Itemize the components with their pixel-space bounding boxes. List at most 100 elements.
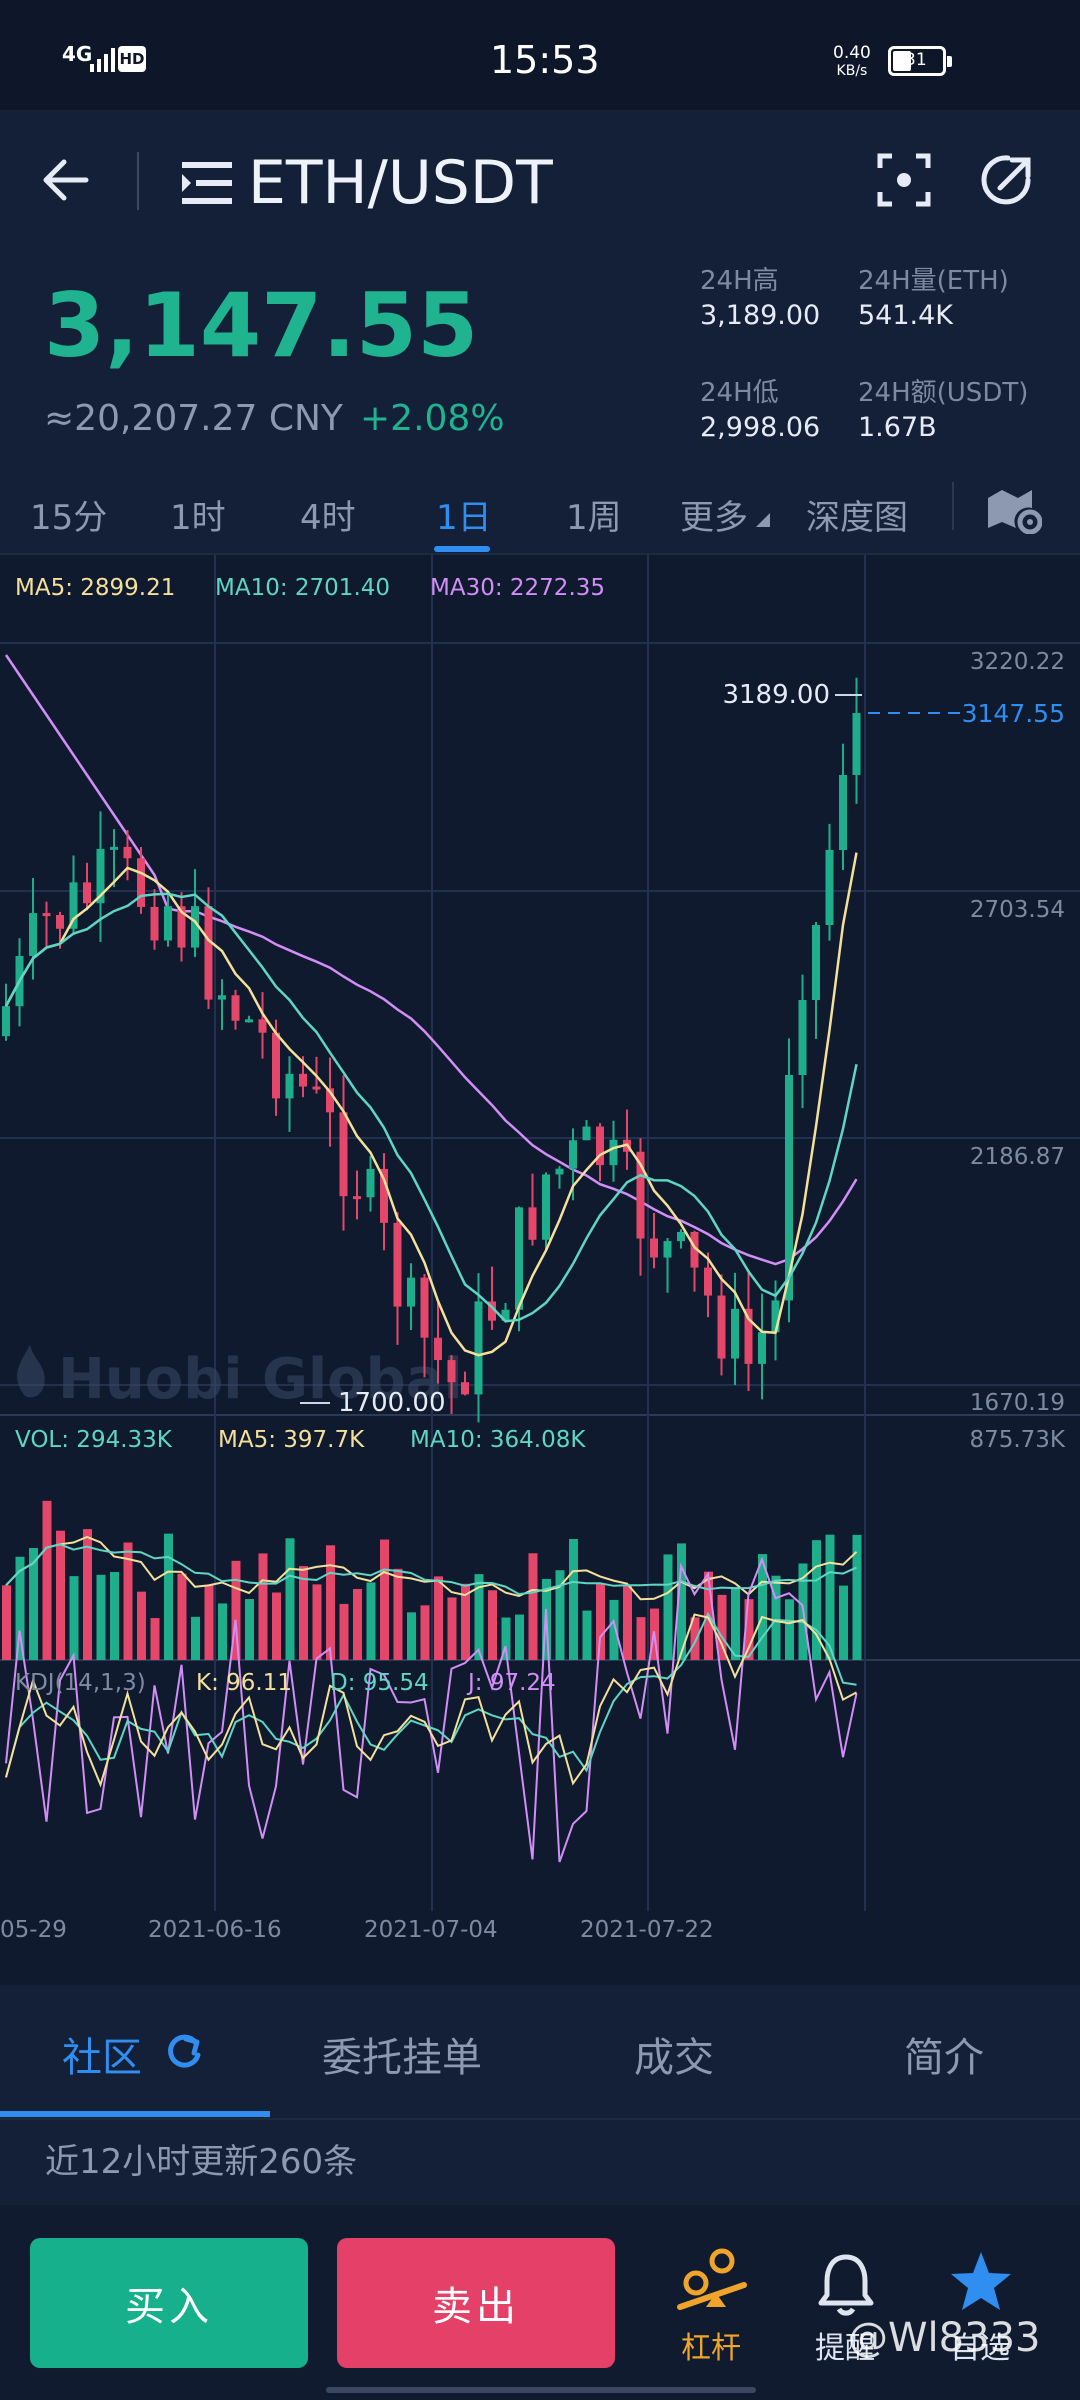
buy-button[interactable]: 买入 <box>30 2238 308 2368</box>
vol-ma10-legend: MA10: 364.08K <box>410 1427 586 1453</box>
candle-body <box>677 1231 685 1242</box>
volume-bar <box>258 1553 268 1660</box>
pair-title[interactable]: ETH/USDT <box>248 148 553 218</box>
volume-bar <box>825 1534 835 1660</box>
watermark-text: Huobi Global <box>58 1347 463 1412</box>
volume-bar <box>636 1617 646 1660</box>
volume-bar <box>2 1585 11 1660</box>
volume-bar <box>164 1533 173 1660</box>
date-label-4: 2021-07-22 <box>580 1917 714 1943</box>
volume-bar <box>555 1570 565 1660</box>
candle-body <box>704 1267 712 1296</box>
favorite-label[interactable]: 自选 <box>950 2331 1010 2366</box>
candle-body <box>245 1019 253 1023</box>
candle-body <box>353 1196 361 1200</box>
bell-icon[interactable] <box>815 2251 877 2317</box>
candle-body <box>191 906 199 948</box>
volume-bar <box>596 1583 605 1660</box>
volume-bar <box>285 1538 295 1660</box>
net-speed: 0.40 KB/s <box>833 44 871 80</box>
tab-orders[interactable]: 委托挂单 <box>322 2035 482 2081</box>
candle-body <box>636 1151 645 1239</box>
volume-bar <box>528 1553 538 1660</box>
candle-body <box>83 882 91 904</box>
volume-bar <box>758 1554 767 1660</box>
volume-bar <box>339 1603 349 1660</box>
period-1d[interactable]: 1日 <box>436 498 492 538</box>
alert-label[interactable]: 提醒 <box>815 2331 875 2366</box>
star-icon[interactable] <box>948 2249 1014 2315</box>
period-depth[interactable]: 深度图 <box>806 498 908 538</box>
share-icon[interactable] <box>978 150 1038 210</box>
period-15m[interactable]: 15分 <box>30 498 108 538</box>
candle-body <box>231 995 240 1021</box>
bottom-action-bar: 买入 卖出 杠杆 提醒 自选 @Wl8333 <box>0 2205 1080 2400</box>
candle-body <box>650 1238 658 1258</box>
candle-body <box>461 1382 469 1395</box>
date-label-1: 05-29 <box>0 1917 67 1943</box>
tab-community[interactable]: 社区 <box>62 2035 142 2081</box>
volume-bar <box>434 1576 443 1660</box>
candle-body <box>420 1277 429 1338</box>
volume-bar <box>461 1583 470 1660</box>
period-more[interactable]: 更多 <box>680 498 748 538</box>
candle-body <box>555 1168 564 1175</box>
period-1w[interactable]: 1周 <box>566 498 622 538</box>
tab-trades[interactable]: 成交 <box>634 2035 714 2081</box>
candle-body <box>164 906 172 941</box>
ma10-legend: MA10: 2701.40 <box>215 575 390 601</box>
candle-body <box>731 1308 739 1359</box>
hd-badge: HD <box>118 46 146 72</box>
price-axis-label-1: 3220.22 <box>970 649 1065 675</box>
volume-bar <box>42 1500 52 1660</box>
candle-body <box>785 1075 793 1301</box>
volume-bar <box>326 1545 335 1660</box>
vol-ma5-legend: MA5: 397.7K <box>218 1427 365 1453</box>
candle-body <box>596 1126 604 1166</box>
leverage-icon[interactable] <box>676 2247 748 2317</box>
volume-bar <box>717 1594 727 1660</box>
tab-active-indicator <box>0 2111 270 2117</box>
candle-body <box>434 1337 442 1361</box>
ma30-legend: MA30: 2272.35 <box>430 575 605 601</box>
volume-bar <box>407 1612 416 1660</box>
kdj-k-legend: K: 96.11 <box>196 1670 292 1696</box>
stat-label-volume: 24H量(ETH) <box>858 266 1009 296</box>
content-tabs: 社区 委托挂单 成交 简介 <box>0 1985 1080 2120</box>
kline-chart[interactable]: Huobi Global MA5: 2899.21 MA10: 2701.40 … <box>0 555 1080 1955</box>
period-4h[interactable]: 4时 <box>300 498 356 538</box>
caret-down-icon <box>756 512 770 527</box>
candle-body <box>407 1277 415 1307</box>
leverage-label[interactable]: 杠杆 <box>681 2331 741 2366</box>
ma30-path <box>4 654 858 1266</box>
volume-bar <box>785 1599 794 1660</box>
volume-bar <box>744 1599 754 1660</box>
candle-body <box>258 1019 267 1033</box>
candle-body <box>218 995 226 1000</box>
candle-body <box>366 1168 375 1198</box>
tab-intro[interactable]: 简介 <box>904 2035 984 2081</box>
volume-bar <box>447 1597 457 1660</box>
kdj-d-legend: D: 95.54 <box>330 1670 429 1696</box>
chart-settings-icon[interactable] <box>986 484 1043 535</box>
period-1h[interactable]: 1时 <box>170 498 226 538</box>
community-notice-text[interactable]: 近12小时更新260条 <box>45 2142 358 2182</box>
back-arrow-icon[interactable] <box>38 150 98 210</box>
menu-icon[interactable] <box>182 160 234 206</box>
volume-bar <box>731 1588 740 1660</box>
volume-bar <box>515 1614 524 1660</box>
volume-bar <box>312 1584 322 1660</box>
candle-body <box>542 1174 550 1240</box>
ma5-line <box>4 852 858 1357</box>
volume-bar <box>393 1568 403 1660</box>
stat-label-high: 24H高 <box>700 266 779 296</box>
kline-chart-svg[interactable]: Huobi Global MA5: 2899.21 MA10: 2701.40 … <box>0 555 1080 1955</box>
candle-body <box>56 914 64 929</box>
scan-icon[interactable] <box>876 152 932 208</box>
candle-body <box>393 1222 402 1307</box>
refresh-icon[interactable] <box>164 2031 204 2071</box>
price-axis-label-3: 2186.87 <box>970 1144 1065 1170</box>
sell-button[interactable]: 卖出 <box>337 2238 615 2368</box>
high-marker-label: 3189.00 <box>722 680 830 710</box>
volume-bar <box>353 1589 362 1660</box>
